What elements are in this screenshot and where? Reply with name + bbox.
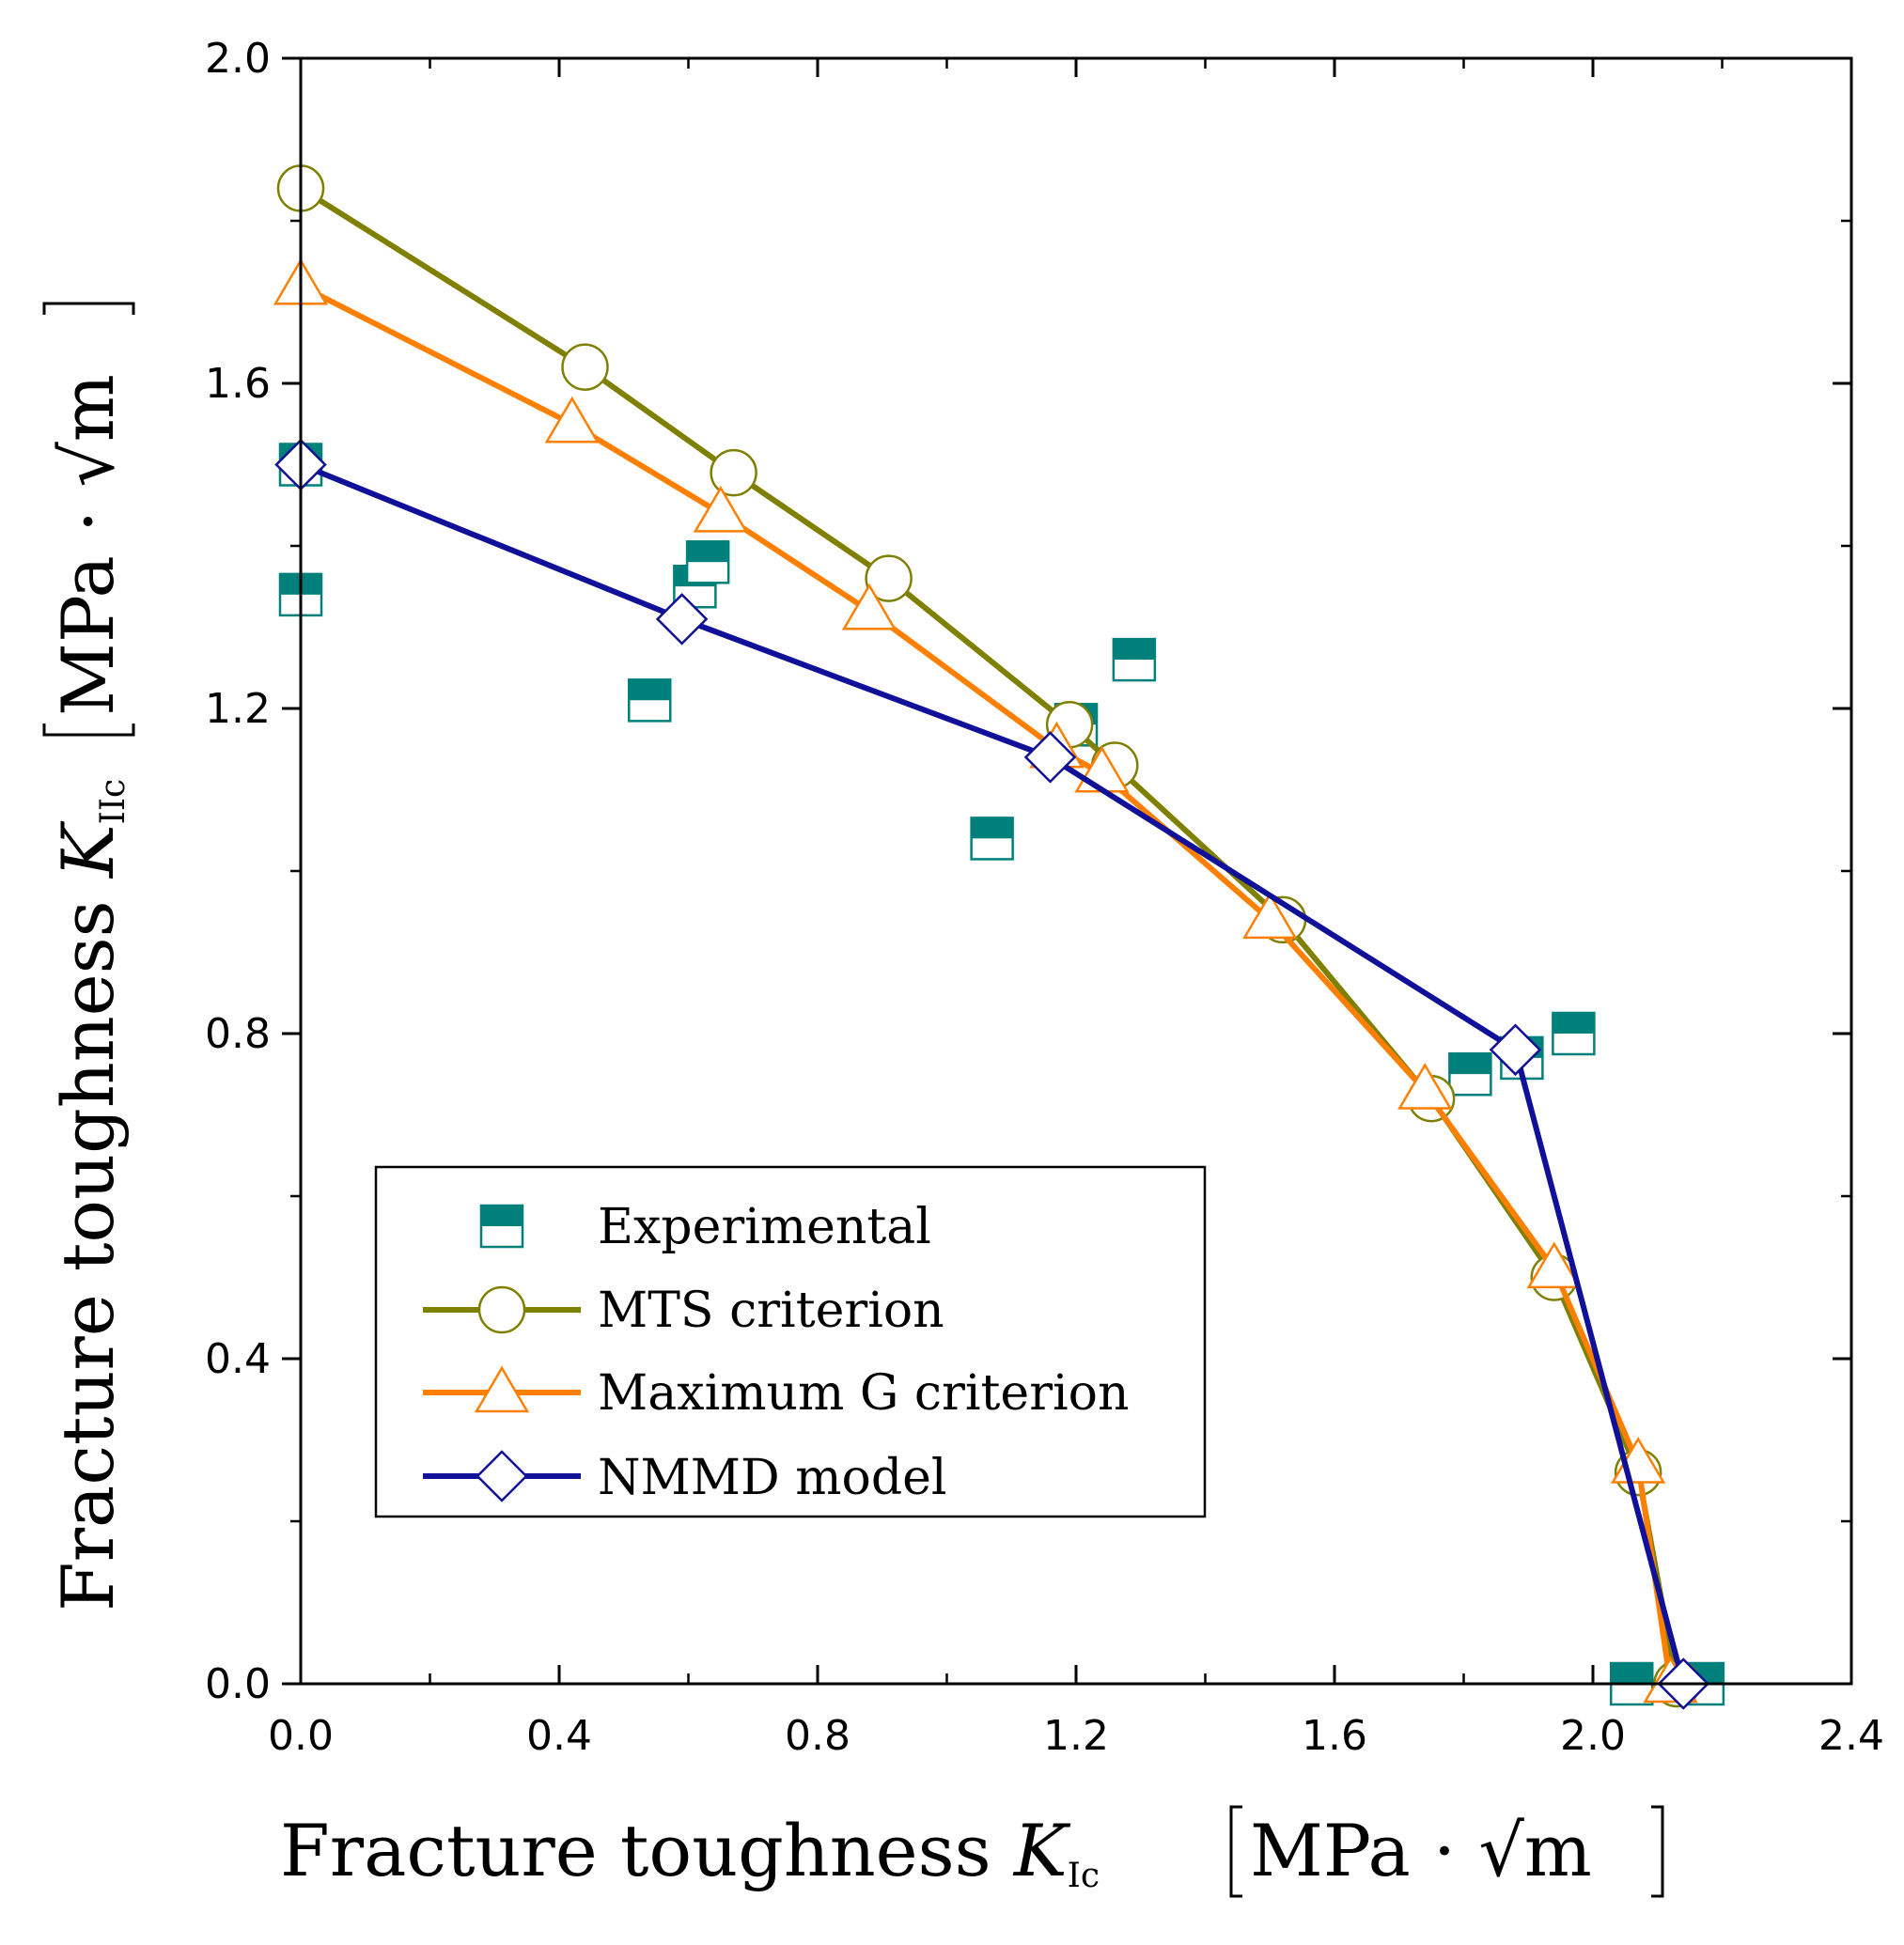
data-point-experimental: [1112, 637, 1157, 682]
data-point-experimental-outline: [1112, 637, 1157, 682]
legend-label-mts: MTS criterion: [598, 1283, 944, 1339]
legend-label-nmmd: NMMD model: [598, 1450, 947, 1506]
x-axis-title-subscript: Ic: [1068, 1857, 1100, 1895]
data-point-nmmd-model: [1489, 1023, 1542, 1077]
data-point-experimental-outline: [970, 817, 1014, 861]
data-point-experimental: [970, 817, 1014, 861]
y-axis-title-prefix: Fracture toughness: [46, 878, 130, 1611]
x-tick-label: 0.0: [268, 1712, 334, 1760]
x-tick-labels: 0.0 0.4 0.8 1.2 1.6 2.0 2.4: [268, 1712, 1884, 1760]
data-point-experimental-bottom: [1449, 1074, 1491, 1096]
data-point-experimental-outline: [685, 540, 730, 584]
data-point-experimental-top: [629, 679, 671, 701]
legend-item-experimental: Experimental: [479, 1199, 931, 1255]
y-tick-label: 0.4: [205, 1335, 271, 1383]
data-point-experimental-bottom: [971, 838, 1013, 860]
legend-marker-nmmd: [476, 1450, 528, 1502]
y-axis-title-bracket-right: [42, 302, 135, 315]
data-point-experimental: [1448, 1052, 1492, 1097]
legend-marker-experimental: [479, 1204, 524, 1249]
data-point-experimental-outline: [628, 678, 672, 723]
y-tick-label: 1.6: [205, 360, 271, 408]
data-point-maximum-g-criterion: [841, 583, 897, 630]
y-tick-label: 0.0: [205, 1660, 271, 1708]
legend-label-maxg: Maximum G criterion: [598, 1365, 1129, 1422]
data-point-experimental-top: [1553, 1013, 1595, 1034]
data-point-experimental-outline: [1448, 1052, 1492, 1097]
data-point-mts-criterion: [710, 448, 757, 497]
series-nmmd-model: [274, 438, 1710, 1710]
y-axis-title-unit: MPa · √m: [46, 374, 130, 716]
legend: Experimental MTS criterion Maximum G cri…: [374, 1165, 1207, 1518]
y-axis-title-subscript: IIc: [94, 779, 133, 825]
y-tick-label: 0.8: [205, 1010, 271, 1058]
x-tick-label: 0.4: [526, 1712, 592, 1760]
x-tick-label: 0.8: [785, 1712, 851, 1760]
data-point-experimental-bottom: [1611, 1684, 1653, 1704]
y-axis-title-symbol: K: [46, 820, 130, 879]
x-axis-title-unit: MPa · √m: [1250, 1809, 1592, 1892]
legend-item-nmmd: NMMD model: [423, 1450, 947, 1506]
data-point-nmmd-model: [1023, 731, 1077, 784]
data-point-experimental-top: [1611, 1663, 1653, 1684]
data-point-maximum-g-criterion: [1242, 892, 1298, 940]
data-point-experimental-bottom: [1113, 660, 1155, 681]
data-point-mts-criterion: [865, 554, 913, 602]
data-point-experimental-bottom: [629, 700, 671, 722]
legend-marker-mts: [477, 1285, 526, 1334]
svg-text:Fracture toughness KIc: Fracture toughness KIc: [280, 1809, 1100, 1895]
plot-content: [273, 164, 1725, 1710]
y-axis-title: Fracture toughness KIIc MPa · √m: [42, 302, 135, 1611]
x-axis-title: Fracture toughness KIc MPa · √m: [280, 1805, 1664, 1898]
data-point-experimental: [628, 678, 672, 723]
x-axis-title-bracket-left: [1229, 1805, 1242, 1898]
svg-text:Fracture toughness KIIc: Fracture toughness KIIc: [46, 779, 133, 1611]
legend-label-experimental: Experimental: [598, 1199, 931, 1255]
data-point-nmmd-model: [655, 593, 709, 646]
data-point-experimental-outline: [1552, 1011, 1596, 1056]
y-axis-title-bracket-left: [42, 724, 135, 737]
data-point-maximum-g-criterion: [693, 485, 749, 533]
data-point-maximum-g-criterion: [1397, 1063, 1453, 1110]
x-tick-label: 1.6: [1302, 1712, 1367, 1760]
data-point-experimental-top: [1113, 639, 1155, 661]
data-point-maximum-g-criterion: [1526, 1241, 1582, 1289]
x-axis-title-symbol: K: [1012, 1809, 1071, 1892]
y-tick-labels: 0.0 0.4 0.8 1.2 1.6 2.0: [205, 35, 271, 1708]
data-point-experimental-top: [1449, 1053, 1491, 1075]
data-point-experimental: [1552, 1011, 1596, 1056]
y-tick-label: 1.2: [205, 685, 271, 733]
x-tick-label: 2.0: [1560, 1712, 1626, 1760]
data-point-maximum-g-criterion: [544, 396, 600, 443]
x-tick-label: 1.2: [1043, 1712, 1109, 1760]
data-point-experimental: [685, 540, 730, 584]
data-point-mts-criterion: [561, 343, 609, 391]
legend-marker-maxg: [474, 1365, 530, 1413]
y-tick-label: 2.0: [205, 35, 271, 83]
data-point-experimental-bottom: [1553, 1034, 1595, 1054]
data-point-experimental-top: [971, 817, 1013, 839]
x-tick-label: 2.4: [1818, 1712, 1884, 1760]
legend-item-maxg: Maximum G criterion: [423, 1365, 1129, 1422]
x-axis-title-prefix: Fracture toughness: [280, 1809, 1014, 1892]
data-point-experimental-top: [687, 541, 729, 563]
plot-frame: [299, 56, 1853, 1686]
data-point-experimental-bottom: [687, 562, 729, 584]
legend-item-mts: MTS criterion: [423, 1283, 944, 1339]
x-axis-title-bracket-right: [1651, 1805, 1664, 1898]
